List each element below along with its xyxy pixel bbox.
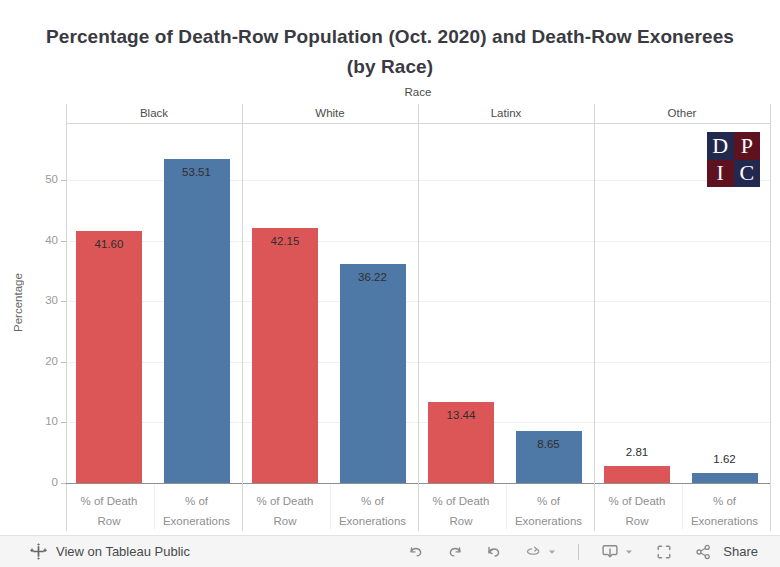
bar-value-label: 13.44 bbox=[418, 409, 504, 421]
bar-value-label: 42.15 bbox=[242, 235, 328, 247]
share-group[interactable]: Share bbox=[694, 543, 758, 561]
bar-value-label: 41.60 bbox=[66, 238, 152, 250]
bar-chart: 01020304050Black41.60% of DeathRow53.51%… bbox=[0, 0, 780, 567]
y-tick-label-0: 0 bbox=[24, 476, 58, 488]
refresh-group bbox=[524, 543, 557, 561]
dpic-logo-letter-p: P bbox=[734, 132, 761, 160]
view-on-tableau-public-label: View on Tableau Public bbox=[56, 544, 190, 559]
bar-other-death-row[interactable] bbox=[604, 466, 670, 483]
redo-icon[interactable] bbox=[446, 543, 464, 561]
y-tick-label-20: 20 bbox=[24, 355, 58, 367]
y-tick-label-30: 30 bbox=[24, 294, 58, 306]
revert-icon[interactable] bbox=[485, 543, 503, 561]
undo-icon[interactable] bbox=[407, 543, 425, 561]
facet-header-white: White bbox=[242, 107, 418, 119]
x-axis-label-line: % of bbox=[670, 491, 780, 511]
panel-divider bbox=[242, 104, 243, 531]
bar-value-label: 2.81 bbox=[594, 446, 680, 458]
tableau-logo-icon bbox=[30, 543, 47, 560]
download-group bbox=[600, 542, 634, 561]
x-axis-label-line: Exonerations bbox=[670, 511, 780, 531]
bar-black-death-row[interactable] bbox=[76, 231, 142, 483]
facet-header-latinx: Latinx bbox=[418, 107, 594, 119]
x-axis-label: % ofExonerations bbox=[670, 491, 780, 531]
tableau-toolbar: View on Tableau Public bbox=[0, 535, 780, 567]
bar-value-label: 1.62 bbox=[682, 453, 768, 465]
panel-divider bbox=[594, 104, 595, 531]
facet-header-other: Other bbox=[594, 107, 770, 119]
tableau-embedded-viz: Percentage of Death-Row Population (Oct.… bbox=[0, 0, 780, 567]
dropdown-caret-icon[interactable] bbox=[547, 547, 557, 557]
y-tick-label-50: 50 bbox=[24, 173, 58, 185]
dpic-logo: D P I C bbox=[707, 132, 760, 187]
share-icon bbox=[694, 543, 713, 561]
refresh-icon[interactable] bbox=[524, 543, 543, 561]
fullscreen-icon[interactable] bbox=[655, 543, 673, 561]
bar-value-label: 53.51 bbox=[154, 166, 240, 178]
facet-header-black: Black bbox=[66, 107, 242, 119]
dpic-logo-letter-d: D bbox=[707, 132, 734, 160]
bar-other-exonerations[interactable] bbox=[692, 473, 758, 483]
bar-white-death-row[interactable] bbox=[252, 228, 318, 483]
y-tick-label-10: 10 bbox=[24, 415, 58, 427]
bar-white-exonerations[interactable] bbox=[340, 264, 406, 483]
panel-divider bbox=[418, 104, 419, 531]
dropdown-caret-icon[interactable] bbox=[624, 547, 634, 557]
share-label: Share bbox=[723, 544, 758, 559]
toolbar-actions: Share bbox=[407, 542, 780, 561]
toolbar-divider bbox=[578, 544, 579, 560]
plot-right-border bbox=[770, 104, 771, 531]
bar-value-label: 8.65 bbox=[506, 438, 592, 450]
dpic-logo-letter-c: C bbox=[734, 160, 761, 188]
download-icon[interactable] bbox=[600, 542, 620, 561]
plot-left-border bbox=[66, 104, 67, 531]
dpic-logo-letter-i: I bbox=[707, 160, 734, 188]
view-on-tableau-public-link[interactable]: View on Tableau Public bbox=[30, 543, 190, 560]
y-tick-label-40: 40 bbox=[24, 234, 58, 246]
bar-value-label: 36.22 bbox=[330, 271, 416, 283]
bar-black-exonerations[interactable] bbox=[164, 159, 230, 483]
